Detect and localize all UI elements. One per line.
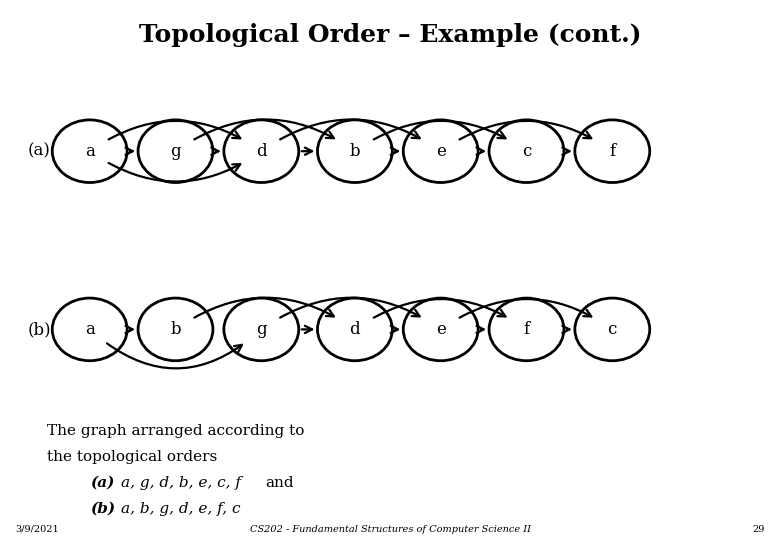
Text: The graph arranged according to: The graph arranged according to bbox=[47, 424, 304, 438]
Text: a: a bbox=[85, 143, 94, 160]
Text: (b): (b) bbox=[27, 321, 51, 338]
Ellipse shape bbox=[52, 298, 127, 361]
Text: e: e bbox=[436, 321, 445, 338]
Text: 29: 29 bbox=[752, 524, 764, 534]
Text: 3/9/2021: 3/9/2021 bbox=[16, 524, 59, 534]
Text: the topological orders: the topological orders bbox=[47, 450, 217, 464]
Text: f: f bbox=[523, 321, 530, 338]
Text: b: b bbox=[170, 321, 181, 338]
Ellipse shape bbox=[575, 120, 650, 183]
Ellipse shape bbox=[489, 298, 564, 361]
Ellipse shape bbox=[317, 298, 392, 361]
Text: d: d bbox=[256, 143, 267, 160]
Text: b: b bbox=[349, 143, 360, 160]
Text: d: d bbox=[349, 321, 360, 338]
Ellipse shape bbox=[52, 120, 127, 183]
Text: (a): (a) bbox=[90, 476, 114, 490]
Ellipse shape bbox=[403, 298, 478, 361]
Ellipse shape bbox=[138, 298, 213, 361]
Text: (b): (b) bbox=[90, 502, 115, 516]
Ellipse shape bbox=[317, 120, 392, 183]
Ellipse shape bbox=[575, 298, 650, 361]
Text: g: g bbox=[170, 143, 181, 160]
Ellipse shape bbox=[224, 120, 299, 183]
Text: c: c bbox=[522, 143, 531, 160]
Text: e: e bbox=[436, 143, 445, 160]
Text: a, b, g, d, e, f, c: a, b, g, d, e, f, c bbox=[121, 502, 240, 516]
Ellipse shape bbox=[224, 298, 299, 361]
Text: (a): (a) bbox=[27, 143, 50, 160]
Text: f: f bbox=[609, 143, 615, 160]
Text: g: g bbox=[256, 321, 267, 338]
Text: a: a bbox=[85, 321, 94, 338]
Text: CS202 - Fundamental Structures of Computer Science II: CS202 - Fundamental Structures of Comput… bbox=[250, 524, 530, 534]
Ellipse shape bbox=[403, 120, 478, 183]
Text: c: c bbox=[608, 321, 617, 338]
Text: and: and bbox=[265, 476, 294, 490]
Text: Topological Order – Example (cont.): Topological Order – Example (cont.) bbox=[139, 23, 641, 47]
Text: a, g, d, b, e, c, f: a, g, d, b, e, c, f bbox=[121, 476, 241, 490]
Ellipse shape bbox=[489, 120, 564, 183]
Ellipse shape bbox=[138, 120, 213, 183]
